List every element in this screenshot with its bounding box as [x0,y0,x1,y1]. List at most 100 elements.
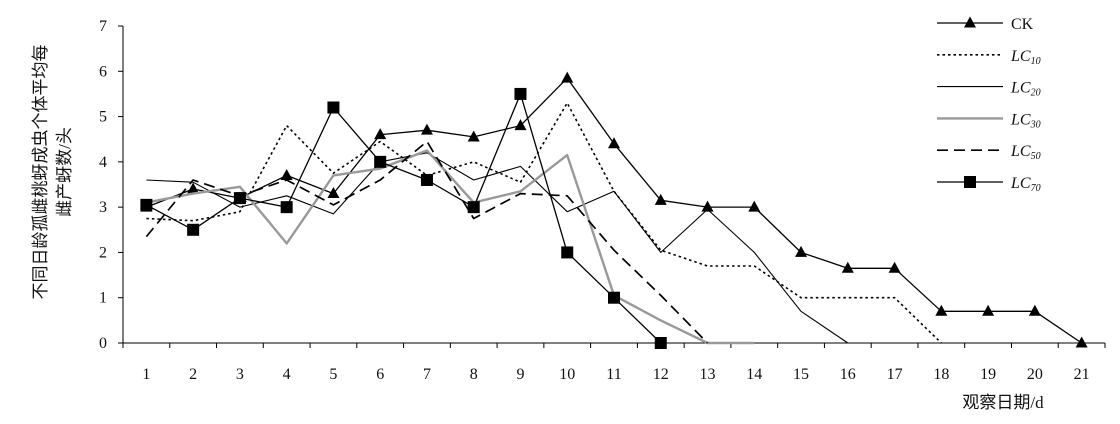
legend-item-lc20: LC20 [937,80,1041,99]
data-point-lc70 [374,155,387,168]
legend-label: LC70 [1010,175,1041,194]
x-tick-label: 10 [559,366,575,383]
legend-marker [964,16,976,28]
data-point-lc70 [187,223,200,236]
x-tick-label: 4 [283,366,291,383]
y-tick-label: 1 [99,290,107,307]
x-tick-label: 8 [470,366,478,383]
x-tick-label: 16 [840,366,856,383]
y-tick-label: 6 [99,63,107,80]
x-tick-label: 21 [1074,366,1090,383]
series-layer [140,71,1088,349]
data-point-ck [935,304,948,316]
data-point-lc70 [280,201,293,214]
data-point-lc70 [561,246,574,259]
data-point-ck [280,168,293,180]
data-point-ck [608,137,620,149]
legend-label-main: CK [1011,16,1034,33]
data-point-ck [561,71,574,83]
legend-item-lc50: LC50 [937,143,1041,162]
data-point-ck [701,200,714,212]
data-point-lc70 [467,201,480,214]
data-point-lc70 [140,198,153,211]
x-tick-label: 6 [376,366,384,383]
x-tick-label: 1 [142,366,150,383]
data-point-ck [327,187,340,199]
legend-label-main: LC [1010,48,1031,65]
y-tick-label: 7 [99,18,107,35]
series-line-lc70 [146,93,662,344]
data-point-ck [841,261,854,273]
x-tick-label: 3 [236,366,244,383]
legend-label-sub: 70 [1031,183,1041,194]
y-tick-label: 4 [99,154,107,171]
data-point-ck [467,130,480,142]
data-point-ck [420,123,433,135]
y-tick-label: 0 [99,335,107,352]
y-tick-label: 3 [99,199,107,216]
x-tick-label: 17 [887,366,903,383]
series-line-lc50 [145,140,709,344]
x-tick-label: 14 [746,366,762,383]
x-tick-label: 13 [700,366,716,383]
series-lc70 [140,87,667,349]
data-point-ck [982,304,995,316]
legend-label-main: LC [1010,111,1031,128]
legend-label-main: LC [1010,80,1031,97]
data-point-lc70 [608,291,620,304]
legend-label-sub: 50 [1031,151,1041,162]
series-ck [140,71,1088,348]
x-tick-label: 7 [423,366,431,383]
x-tick-label: 11 [606,366,621,383]
data-point-lc70 [327,101,340,114]
data-point-ck [888,261,901,273]
data-point-ck [1028,304,1041,316]
data-point-ck [795,245,808,257]
x-axis-title: 观察日期/d [962,393,1044,412]
legend-marker [964,176,976,188]
x-tick-label: 9 [516,366,524,383]
series-line-lc10 [146,102,942,344]
x-tick-label: 18 [933,366,949,383]
y-tick-label: 5 [99,109,107,126]
x-tick-label: 15 [793,366,809,383]
x-tick-label: 12 [653,366,669,383]
legend-label-sub: 10 [1031,56,1041,67]
y-axis-title-line-1: 不同日龄孤雌桃蚜成虫个体平均每 [31,45,50,300]
series-lc10 [146,102,942,344]
data-point-lc70 [654,337,667,349]
x-tick-label: 2 [189,366,197,383]
series-lc50 [145,140,709,344]
legend-label: LC50 [1010,143,1041,162]
legend-item-lc10: LC10 [937,48,1041,67]
legend-item-lc70: LC70 [937,175,1041,194]
legend-label: LC30 [1010,111,1041,130]
series-lc30 [146,149,755,345]
legend-item-ck: CK [937,16,1034,33]
series-line-lc20 [146,152,849,344]
data-point-lc70 [233,192,246,205]
data-point-ck [187,182,200,194]
data-point-lc70 [514,87,527,100]
series-line-lc30 [146,149,755,345]
y-tick-label: 2 [99,244,107,261]
legend-label-sub: 20 [1031,88,1041,99]
x-tick-label: 20 [1027,366,1043,383]
x-tick-label: 5 [329,366,337,383]
data-point-lc70 [420,173,433,186]
data-point-ck [1075,336,1088,348]
data-point-ck [374,128,387,140]
x-tick-label: 19 [980,366,996,383]
data-point-ck [748,200,761,212]
data-point-ck [654,193,667,205]
legend-label: LC10 [1010,48,1041,67]
legend-label: CK [1011,16,1034,33]
legend-item-lc30: LC30 [937,111,1041,130]
y-axis-title-line-2: 雌产蚜数/头 [55,127,74,217]
data-point-ck [514,119,527,131]
legend-label-main: LC [1010,175,1031,192]
series-lc20 [146,152,849,344]
legend-label-main: LC [1010,143,1031,160]
